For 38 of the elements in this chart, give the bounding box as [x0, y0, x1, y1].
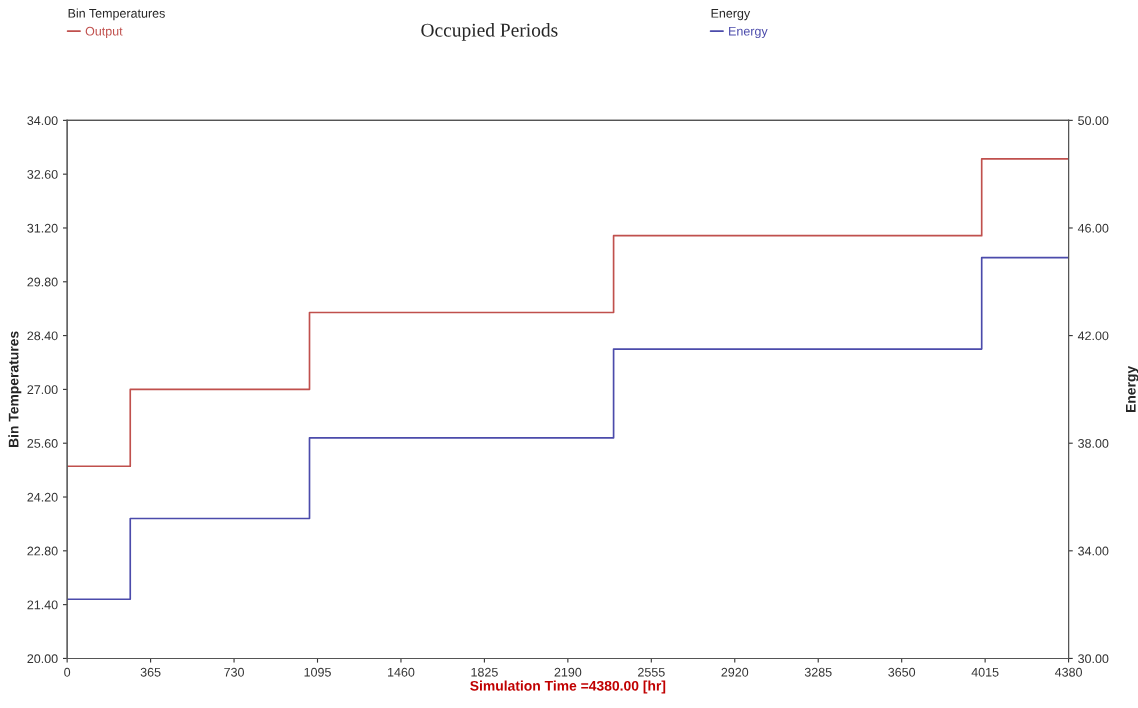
- chart-title: Occupied Periods: [421, 23, 558, 41]
- y-tick-label: 28.40: [27, 331, 58, 341]
- y-tick-label: 32.60: [27, 169, 58, 179]
- y-tick-label: 20.00: [27, 654, 58, 664]
- text: Energy: [711, 9, 751, 21]
- y2-tick-label: 46.00: [1077, 223, 1109, 233]
- x-tick-label: 1095: [304, 667, 331, 677]
- y-tick-label: 22.80: [27, 546, 58, 556]
- x-tick-label: 1825: [471, 667, 498, 677]
- y2-tick-label: 30.00: [1078, 654, 1109, 664]
- legend-label: Output: [85, 26, 123, 39]
- x-axis-title: Simulation Time =4380.00 [hr]: [470, 680, 666, 694]
- y-tick-label: 27.00: [27, 385, 58, 395]
- x-tick-label: 2920: [721, 667, 749, 677]
- y2-tick-label: 50.00: [1078, 116, 1109, 126]
- legend-label: Energy: [729, 26, 768, 39]
- y-tick-label: 21.40: [27, 600, 58, 610]
- y2-tick-label: 38.00: [1078, 439, 1109, 448]
- y2-tick-label: 34.00: [1078, 546, 1109, 556]
- y-tick-label: 29.80: [27, 277, 58, 287]
- x-tick-label: 3650: [888, 667, 916, 677]
- x-tick-label: 2555: [638, 667, 665, 677]
- y2-axis-title: Energy: [1126, 365, 1138, 413]
- x-tick-label: 1460: [388, 667, 415, 677]
- y-tick-label: 31.20: [27, 223, 58, 233]
- x-tick-label: 365: [140, 667, 161, 677]
- text: Bin Temperatures: [68, 8, 165, 21]
- y-axis-title: Bin Temperatures: [8, 331, 22, 447]
- x-tick-label: 3285: [804, 667, 832, 677]
- y-tick-label: 24.20: [27, 492, 58, 502]
- x-tick-label: 2190: [554, 667, 582, 677]
- x-tick-label: 4015: [971, 667, 999, 677]
- x-tick-label: 0: [64, 667, 71, 677]
- x-tick-label: 730: [224, 667, 244, 677]
- y-tick-label: 34.00: [27, 116, 58, 126]
- y-tick-label: 25.60: [27, 439, 58, 448]
- x-tick-label: 4380: [1054, 667, 1082, 677]
- y2-tick-label: 42.00: [1077, 331, 1109, 341]
